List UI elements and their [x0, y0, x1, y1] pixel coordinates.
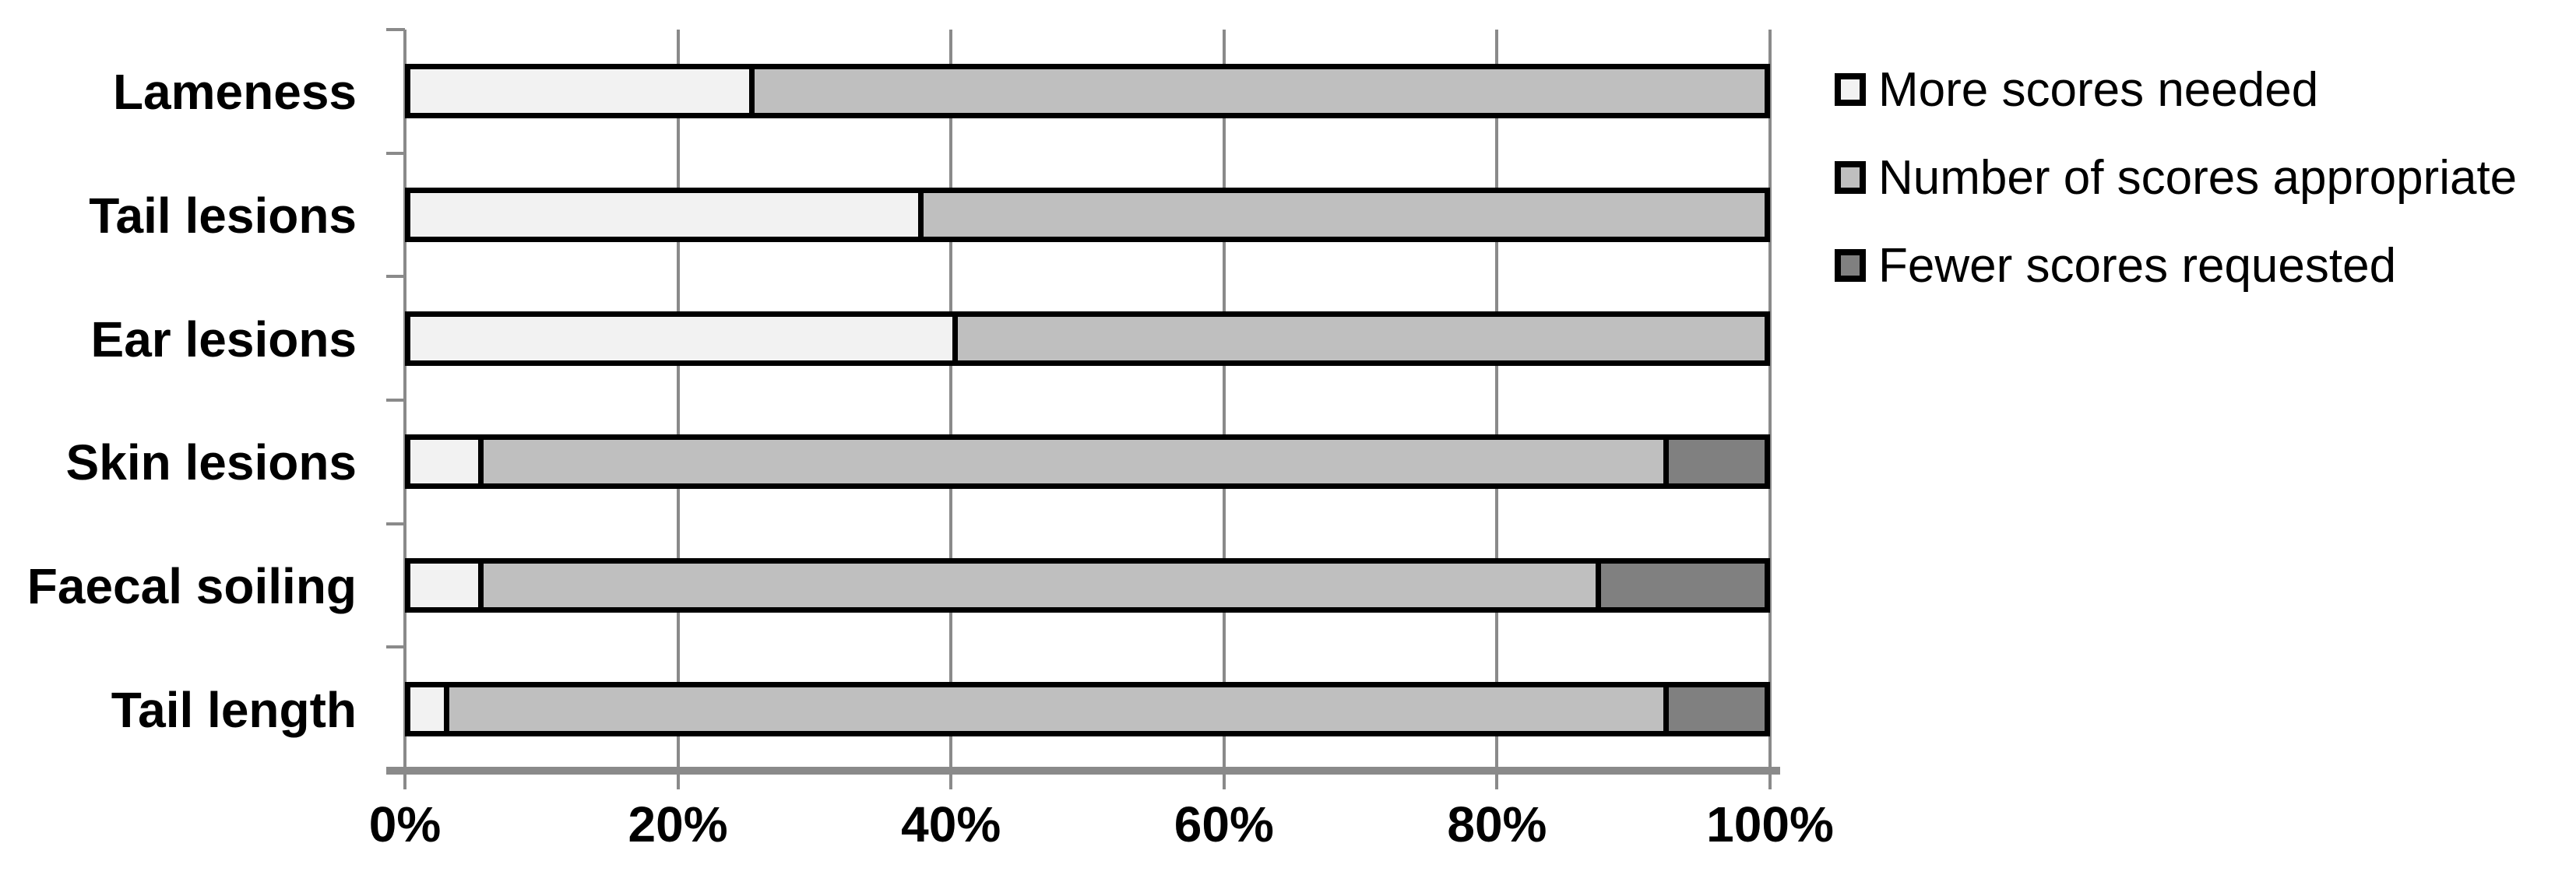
- segment-more-scores-needed: [410, 564, 478, 607]
- x-axis-tick: [1768, 771, 1772, 789]
- bar-lameness: [405, 64, 1770, 119]
- bar-skin-lesions: [405, 434, 1770, 490]
- x-axis-tick: [1495, 771, 1499, 789]
- y-axis-tick: [386, 275, 405, 279]
- bar-ear-lesions: [405, 311, 1770, 366]
- segment-fewer-scores-requested: [1663, 440, 1765, 484]
- x-axis-tick: [949, 771, 953, 789]
- segment-more-scores-needed: [410, 69, 749, 114]
- x-axis-tick: [403, 771, 406, 789]
- y-axis-tick: [386, 645, 405, 649]
- category-label-ear-lesions: Ear lesions: [90, 311, 357, 367]
- segment-number-of-scores-appropriate: [918, 193, 1765, 237]
- legend-item-more-scores-needed: More scores needed: [1835, 62, 2517, 117]
- category-label-skin-lesions: Skin lesions: [65, 434, 357, 491]
- gridline-100: [1768, 30, 1772, 771]
- segment-number-of-scores-appropriate: [748, 69, 1765, 114]
- x-tick-label-20: 20%: [628, 796, 728, 852]
- legend-label: More scores needed: [1878, 62, 2319, 117]
- legend-item-fewer-scores-requested: Fewer scores requested: [1835, 238, 2517, 293]
- y-axis-tick: [386, 522, 405, 525]
- x-tick-label-40: 40%: [901, 796, 1001, 852]
- segment-more-scores-needed: [410, 687, 445, 731]
- legend-item-number-of-scores-appropriate: Number of scores appropriate: [1835, 150, 2517, 205]
- x-tick-label-100: 100%: [1706, 796, 1834, 852]
- y-axis-tick: [386, 399, 405, 402]
- segment-number-of-scores-appropriate: [477, 564, 1596, 607]
- category-label-tail-length: Tail length: [111, 681, 357, 738]
- legend: More scores needed Number of scores appro…: [1835, 62, 2517, 326]
- legend-swatch-icon: [1835, 161, 1866, 194]
- category-label-faecal-soiling: Faecal soiling: [26, 558, 357, 614]
- segment-number-of-scores-appropriate: [444, 687, 1663, 731]
- legend-swatch-icon: [1835, 73, 1866, 106]
- x-axis-line: [386, 767, 1780, 775]
- gridline-60: [1222, 30, 1226, 771]
- gridline-80: [1495, 30, 1499, 771]
- segment-number-of-scores-appropriate: [477, 440, 1663, 484]
- segment-number-of-scores-appropriate: [952, 316, 1765, 360]
- bar-faecal-soiling: [405, 558, 1770, 613]
- gridline-40: [949, 30, 953, 771]
- x-tick-label-80: 80%: [1447, 796, 1547, 852]
- y-axis-tick: [386, 28, 405, 31]
- segment-more-scores-needed: [410, 316, 952, 360]
- category-label-tail-lesions: Tail lesions: [89, 188, 357, 244]
- x-tick-label-0: 0%: [368, 796, 442, 852]
- y-axis-tick: [386, 151, 405, 155]
- gridline-0: [403, 30, 406, 771]
- legend-swatch-icon: [1835, 249, 1866, 282]
- segment-more-scores-needed: [410, 440, 478, 484]
- x-tick-label-60: 60%: [1174, 796, 1274, 852]
- segment-fewer-scores-requested: [1595, 564, 1765, 607]
- bar-tail-lesions: [405, 188, 1770, 242]
- x-axis-tick: [676, 771, 680, 789]
- segment-more-scores-needed: [410, 193, 919, 237]
- category-label-lameness: Lameness: [112, 64, 357, 121]
- bar-tail-length: [405, 681, 1770, 736]
- x-axis-tick: [1222, 771, 1226, 789]
- gridline-20: [676, 30, 680, 771]
- legend-label: Number of scores appropriate: [1878, 150, 2518, 205]
- legend-label: Fewer scores requested: [1878, 238, 2397, 293]
- plot-area: [386, 28, 1780, 789]
- segment-fewer-scores-requested: [1663, 687, 1765, 731]
